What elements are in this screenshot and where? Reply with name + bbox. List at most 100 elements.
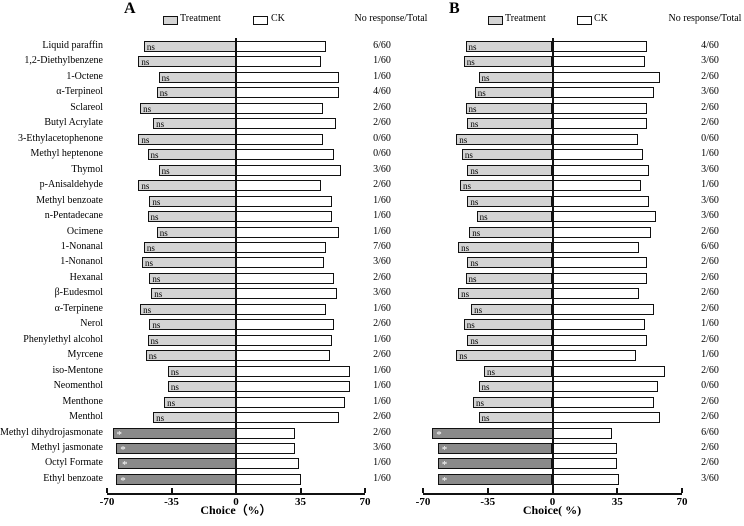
x-tick-label: 70	[676, 496, 688, 508]
treatment-bar	[458, 288, 553, 299]
treatment-bar	[147, 335, 236, 346]
ns-label: ns	[472, 228, 481, 238]
no-response-value: 2/60	[701, 365, 719, 376]
legend-ck-swatch	[577, 16, 592, 25]
treatment-bar	[112, 428, 236, 439]
no-response-value: 3/60	[373, 164, 391, 175]
ck-bar	[552, 196, 649, 207]
no-response-value: 3/60	[701, 210, 719, 221]
ck-bar	[552, 103, 647, 114]
treatment-bar	[458, 242, 553, 253]
x-axis-tick	[106, 488, 108, 493]
significance-star: *	[120, 475, 126, 487]
significance-star: *	[441, 459, 448, 471]
ns-label: ns	[459, 135, 468, 145]
ck-bar	[236, 72, 340, 83]
ns-label: ns	[461, 289, 470, 299]
ck-bar	[552, 304, 655, 315]
treatment-bar	[140, 103, 236, 114]
no-response-value: 2/60	[373, 411, 391, 422]
no-response-value: 2/60	[701, 102, 719, 113]
ck-bar	[552, 180, 642, 191]
treatment-bar	[463, 319, 553, 330]
ns-label: ns	[479, 212, 488, 222]
x-tick-label: 35	[295, 496, 306, 508]
ns-label: ns	[170, 367, 179, 377]
ck-bar	[236, 227, 340, 238]
ns-label: ns	[470, 258, 479, 268]
ns-label: ns	[143, 104, 152, 114]
treatment-bar	[465, 273, 553, 284]
x-axis-label: Choice（%）	[200, 503, 272, 517]
treatment-bar	[147, 211, 236, 222]
ns-label: ns	[481, 73, 490, 83]
no-response-value: 2/60	[701, 396, 719, 407]
ns-label: ns	[459, 351, 468, 361]
no-response-value: 0/60	[373, 133, 391, 144]
no-response-value: 6/60	[701, 427, 719, 438]
ns-label: ns	[167, 398, 176, 408]
ns-label: ns	[141, 135, 150, 145]
ck-bar	[236, 319, 334, 330]
treatment-bar	[167, 381, 236, 392]
ck-bar	[236, 335, 332, 346]
no-response-value: 1/60	[373, 71, 391, 82]
no-response-value: 3/60	[373, 256, 391, 267]
ck-bar	[236, 366, 351, 377]
treatment-bar	[142, 257, 236, 268]
x-tick-label: -35	[480, 496, 496, 508]
no-response-value: 6/60	[701, 241, 719, 252]
ns-label: ns	[156, 413, 165, 423]
treatment-bar	[467, 165, 553, 176]
ck-bar	[552, 288, 640, 299]
ns-label: ns	[159, 228, 168, 238]
ns-label: ns	[463, 181, 472, 191]
ck-bar	[236, 397, 345, 408]
significance-star: *	[120, 444, 126, 456]
ns-label: ns	[159, 88, 168, 98]
no-response-value: 2/60	[701, 303, 719, 314]
ck-bar	[552, 149, 644, 160]
ns-label: ns	[477, 88, 486, 98]
category-label: Methyl dihydrojasmonate	[0, 427, 103, 438]
no-response-value: 2/60	[701, 272, 719, 283]
no-response-value: 1/60	[373, 55, 391, 66]
no-response-value: 1/60	[701, 179, 719, 190]
ck-bar	[236, 165, 342, 176]
ck-bar	[236, 87, 340, 98]
no-response-value: 4/60	[701, 40, 719, 51]
treatment-bar	[465, 41, 553, 52]
category-label: p-Anisaldehyde	[39, 179, 103, 190]
significance-star: *	[122, 459, 128, 471]
ns-label: ns	[143, 305, 152, 315]
x-tick-label: -70	[415, 496, 431, 508]
x-axis-tick	[551, 488, 554, 493]
treatment-bar	[167, 366, 236, 377]
ck-bar	[236, 443, 295, 454]
ck-bar	[236, 428, 295, 439]
no-response-value: 1/60	[701, 318, 719, 329]
ns-label: ns	[146, 243, 155, 253]
ck-bar	[552, 273, 647, 284]
category-label: 1,2-Diethylbenzene	[24, 55, 103, 66]
ck-bar	[236, 412, 340, 423]
no-response-value: 2/60	[373, 272, 391, 283]
treatment-bar	[467, 196, 553, 207]
category-label: α-Terpineol	[56, 86, 103, 97]
no-response-value: 1/60	[373, 210, 391, 221]
treatment-bar	[140, 304, 236, 315]
treatment-bar	[118, 458, 236, 469]
treatment-bar	[472, 397, 553, 408]
treatment-bar	[474, 87, 553, 98]
ck-bar	[552, 165, 649, 176]
category-label: Thymol	[71, 164, 103, 175]
treatment-bar	[138, 134, 236, 145]
treatment-bar	[484, 366, 553, 377]
ns-label: ns	[474, 305, 483, 315]
ns-label: ns	[156, 119, 165, 129]
ck-bar	[552, 72, 660, 83]
ns-label: ns	[152, 274, 161, 284]
treatment-bar	[456, 134, 553, 145]
treatment-bar	[476, 211, 553, 222]
